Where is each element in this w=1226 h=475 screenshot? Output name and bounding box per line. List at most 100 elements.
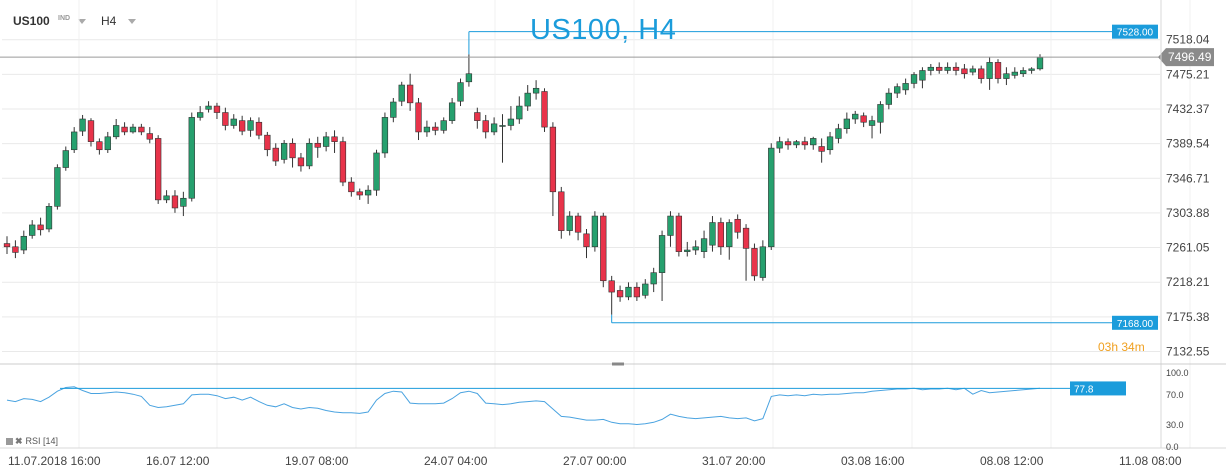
price-axis-tick-label: 7175.38	[1166, 310, 1210, 324]
bull-candle-body	[566, 215, 573, 231]
instrument-type-tag: IND	[58, 15, 71, 22]
bull-candle-body	[852, 113, 859, 120]
candle	[566, 211, 573, 236]
bull-candle-body	[650, 272, 657, 285]
candle	[163, 190, 170, 204]
bull-candle-body	[373, 152, 380, 191]
candle	[381, 112, 389, 158]
bull-candle-body	[759, 246, 767, 278]
bear-candle-body	[860, 115, 867, 123]
candle	[129, 123, 137, 134]
candle	[423, 120, 431, 137]
candle	[717, 217, 725, 255]
candle	[860, 112, 867, 128]
rsi-remove-close-icon[interactable]: ✖	[15, 436, 23, 446]
bear-candle-body	[717, 222, 725, 248]
candle	[894, 83, 901, 98]
bear-candle-body	[12, 246, 19, 253]
candle	[356, 188, 363, 200]
bull-candle-body	[919, 70, 926, 81]
candle	[524, 85, 531, 111]
candle	[482, 114, 489, 139]
rsi-value-tag-label: 77.8	[1074, 384, 1094, 395]
candle	[79, 114, 86, 136]
bull-candle-body	[390, 101, 397, 118]
rsi-axis-tick-label: 70.0	[1166, 390, 1184, 400]
bull-candle-body	[684, 249, 691, 252]
candle	[138, 123, 145, 136]
bear-candle-body	[213, 105, 221, 113]
bear-candle-body	[146, 133, 153, 140]
candle	[213, 102, 221, 120]
timeframe-selector[interactable]: H4	[101, 14, 117, 28]
symbol-dropdown-chevron-down-icon[interactable]	[78, 19, 86, 24]
candle	[591, 211, 599, 252]
candle	[457, 78, 464, 107]
bear-candle-body	[675, 215, 683, 252]
candle	[877, 101, 884, 134]
candle	[759, 240, 767, 281]
bear-candle-body	[432, 126, 439, 131]
candle	[1003, 67, 1010, 86]
bull-candle-body	[835, 128, 842, 139]
bull-candle-body	[944, 66, 951, 71]
candle	[616, 285, 624, 302]
time-axis-label: 24.07 04:00	[424, 454, 488, 468]
low-price-tag-label: 7168.00	[1117, 319, 1154, 330]
candle	[3, 236, 11, 255]
candle	[121, 122, 128, 136]
candle	[868, 115, 876, 139]
candle	[1028, 67, 1035, 74]
bull-candle-body	[507, 118, 515, 126]
candle	[919, 67, 926, 89]
bull-candle-body	[129, 126, 137, 133]
high-price-tag	[1112, 24, 1158, 39]
bull-candle-body	[364, 189, 372, 196]
bull-candle-body	[499, 125, 506, 127]
timeframe-dropdown-chevron-down-icon[interactable]	[128, 19, 136, 24]
candle	[835, 123, 842, 144]
bear-candle-body	[574, 215, 582, 233]
bull-candle-body	[490, 123, 498, 133]
bull-candle-body	[54, 167, 61, 207]
bull-candle-body	[726, 222, 733, 248]
candle	[188, 112, 195, 202]
symbol-selector[interactable]: US100	[13, 14, 50, 28]
bear-candle-body	[952, 66, 960, 71]
candle	[29, 220, 36, 239]
bull-candle-body	[843, 118, 850, 130]
bear-candle-body	[784, 141, 792, 146]
rsi-panel: 77.8	[6, 381, 1126, 426]
price-axis-tick-label: 7389.54	[1166, 137, 1210, 151]
candle	[986, 57, 993, 90]
bull-candle-body	[1028, 68, 1035, 71]
time-axis-label: 27.07 00:00	[563, 454, 627, 468]
bull-candle-body	[793, 141, 800, 146]
candle	[532, 80, 540, 100]
candle	[507, 106, 515, 131]
bear-candle-body	[474, 112, 481, 121]
candle	[784, 138, 792, 150]
rsi-indicator-controls: ✖ RSI [14]	[6, 436, 58, 447]
bear-candle-body	[549, 126, 557, 193]
price-axis-tick-label: 7261.05	[1166, 241, 1210, 255]
low-price-tag	[1112, 315, 1158, 330]
bull-candle-body	[516, 105, 523, 120]
candle	[633, 282, 641, 301]
candle	[390, 97, 397, 123]
candle	[339, 136, 347, 187]
bear-candle-body	[272, 147, 279, 162]
candle	[306, 138, 313, 170]
rsi-settings-square-icon[interactable]	[6, 438, 13, 445]
candle	[432, 122, 439, 136]
candle	[818, 138, 825, 163]
bull-candle-body	[205, 105, 212, 110]
candle	[541, 88, 548, 132]
candle	[675, 212, 683, 257]
bear-candle-body	[600, 215, 607, 282]
bull-candle-body	[810, 138, 817, 146]
candle	[490, 117, 498, 136]
bear-candle-body	[155, 138, 162, 201]
candle	[826, 131, 834, 155]
